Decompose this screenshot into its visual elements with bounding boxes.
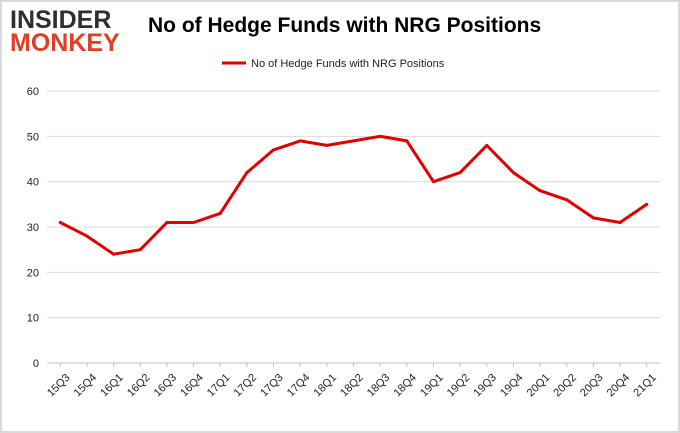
x-tick-label: 20Q1: [525, 372, 553, 400]
x-tick-label: 21Q1: [631, 372, 659, 400]
x-tick-label: 17Q3: [258, 372, 286, 400]
x-tick-label: 16Q1: [98, 372, 126, 400]
y-tick-label: 10: [27, 313, 39, 325]
data-point: [298, 139, 302, 143]
data-point: [218, 211, 222, 215]
data-point: [645, 202, 649, 206]
data-point: [85, 234, 89, 238]
chart-title: No of Hedge Funds with NRG Positions: [148, 14, 542, 37]
series-line-0: [58, 134, 649, 256]
x-tick-label: 17Q1: [205, 372, 233, 400]
logo-line-1: INSIDER: [10, 6, 112, 34]
data-point: [325, 143, 329, 147]
data-point: [458, 171, 462, 175]
data-point: [112, 252, 116, 256]
data-point: [511, 171, 515, 175]
insider-monkey-logo: INSIDER MONKEY: [10, 6, 128, 56]
x-tick-label: 17Q4: [285, 372, 313, 400]
x-tick-label: 15Q4: [72, 372, 100, 400]
data-point: [591, 216, 595, 220]
x-tick-label: 19Q3: [471, 372, 499, 400]
x-tick-label: 16Q3: [152, 372, 180, 400]
x-tick-label: 16Q2: [125, 372, 153, 400]
y-tick-label: 60: [27, 86, 39, 98]
data-point: [405, 139, 409, 143]
series-group: [58, 134, 649, 256]
data-point: [378, 134, 382, 138]
x-tick-label: 20Q3: [578, 372, 606, 400]
y-tick-label: 30: [27, 222, 39, 234]
data-point: [192, 220, 196, 224]
x-tick-label: 18Q3: [365, 372, 393, 400]
data-point: [431, 180, 435, 184]
data-point: [618, 220, 622, 224]
x-tick-label: 19Q2: [445, 372, 473, 400]
data-point: [538, 189, 542, 193]
x-tick-label: 20Q2: [551, 372, 579, 400]
data-point: [565, 198, 569, 202]
data-point: [352, 139, 355, 143]
y-tick-label: 50: [27, 131, 39, 143]
data-point: [165, 220, 169, 224]
x-tick-label: 15Q3: [45, 372, 73, 400]
y-tick-label: 0: [33, 358, 39, 370]
x-tick-label: 18Q4: [391, 372, 419, 400]
data-point: [485, 143, 489, 147]
data-point: [58, 220, 62, 224]
x-tick-label: 17Q2: [232, 372, 260, 400]
x-tick-label: 16Q4: [178, 372, 206, 400]
legend: No of Hedge Funds with NRG Positions: [222, 58, 445, 70]
y-tick-label: 20: [27, 267, 39, 279]
y-tick-label: 40: [27, 177, 39, 189]
x-axis-ticks: 15Q3 15Q4 16Q1 16Q2 16Q3 16Q4 17Q1 17Q2 17Q3 17Q4…: [45, 363, 659, 399]
data-point: [245, 171, 249, 175]
x-tick-label: 18Q1: [312, 372, 340, 400]
logo-line-2: MONKEY: [10, 29, 120, 57]
x-tick-label: 20Q4: [605, 372, 633, 400]
x-tick-label: 19Q4: [498, 372, 526, 400]
x-tick-label: 18Q2: [338, 372, 366, 400]
x-tick-label: 19Q1: [418, 372, 446, 400]
y-axis-ticks: 0 10 20 30 40 50 60: [27, 86, 39, 370]
data-point: [272, 148, 276, 152]
gridlines: [47, 90, 660, 364]
legend-label: No of Hedge Funds with NRG Positions: [251, 58, 445, 70]
data-point: [138, 248, 142, 252]
